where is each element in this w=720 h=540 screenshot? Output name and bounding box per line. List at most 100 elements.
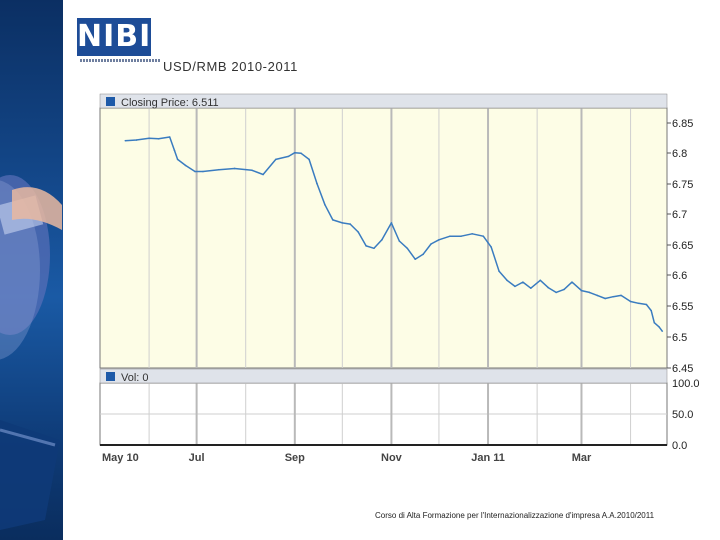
closing-price-point: [135, 139, 138, 141]
price-y-tick-label: 6.75: [672, 179, 693, 191]
closing-price-point: [555, 291, 557, 294]
volume-legend-swatch: [106, 372, 115, 381]
closing-price-point: [596, 294, 599, 297]
closing-price-point: [620, 294, 622, 297]
closing-price-point: [287, 155, 290, 158]
closing-price-point: [275, 158, 277, 161]
volume-y-tick-label: 0.0: [672, 440, 687, 452]
closing-price-point: [184, 164, 187, 167]
closing-price-point: [157, 138, 160, 140]
closing-price-point: [471, 232, 473, 235]
x-tick-label: Sep: [285, 452, 305, 464]
closing-price-point: [529, 287, 532, 289]
volume-grid: [100, 383, 667, 445]
closing-price-point: [414, 258, 416, 260]
closing-price-point: [482, 235, 485, 237]
closing-price-point: [332, 219, 334, 221]
closing-price-point: [357, 231, 359, 233]
side-decoration: [0, 0, 63, 540]
closing-price-point: [202, 170, 204, 173]
logo-text: NIBI: [77, 19, 152, 54]
closing-price-point: [430, 243, 432, 245]
closing-price-point: [294, 151, 296, 154]
x-tick-label: May 10: [102, 452, 139, 464]
closing-price-point: [124, 139, 127, 142]
volume-y-tick-label: 50.0: [672, 409, 693, 421]
price-y-tick-label: 6.6: [672, 270, 687, 282]
price-y-tick-label: 6.55: [672, 301, 693, 313]
closing-price-point: [661, 330, 664, 332]
closing-price-point: [390, 222, 393, 224]
footer-text: Corso di Alta Formazione per l'Internazi…: [375, 511, 655, 520]
closing-price-point: [449, 235, 451, 237]
closing-price-point: [373, 247, 375, 250]
closing-price-point: [176, 158, 179, 161]
closing-price-point: [251, 169, 253, 172]
closing-price-point: [406, 247, 409, 250]
closing-price-point: [539, 279, 542, 282]
closing-price-point: [460, 235, 462, 237]
closing-price-point: [217, 168, 220, 171]
closing-price-point: [300, 152, 302, 155]
price-y-ticks: 6.85 6.8 6.75 6.7 6.65 6.6 6.55 6.5 6.45: [667, 118, 693, 375]
closing-price-point: [349, 223, 352, 225]
volume-legend-text: Vol: 0: [121, 372, 149, 384]
x-tick-label: Jan 11: [471, 452, 505, 464]
price-grid: [148, 108, 632, 368]
price-y-tick-label: 6.65: [672, 240, 693, 252]
closing-price-point: [547, 286, 550, 289]
closing-price-point: [308, 158, 310, 161]
price-legend-text: Closing Price: 6.511: [121, 97, 219, 109]
closing-price-point: [365, 245, 367, 247]
closing-price-point: [324, 203, 326, 206]
page-title: USD/RMB 2010-2011: [163, 59, 298, 74]
closing-price-point: [645, 303, 648, 306]
price-y-tick-label: 6.8: [672, 148, 687, 160]
closing-price-point: [637, 302, 640, 305]
x-tick-label: Mar: [572, 452, 592, 464]
closing-price-point: [658, 326, 660, 328]
closing-price-point: [194, 170, 196, 173]
volume-y-ticks: 100.0 50.0 0.0: [672, 378, 700, 452]
closing-price-point: [588, 291, 591, 294]
closing-price-point: [233, 167, 236, 170]
closing-price-point: [571, 281, 573, 283]
closing-price-point: [490, 246, 492, 248]
price-y-tick-label: 6.5: [672, 332, 687, 344]
closing-price-point: [381, 239, 383, 241]
closing-price-point: [650, 309, 652, 312]
closing-price-point: [506, 279, 508, 282]
closing-price-point: [653, 321, 656, 324]
x-tick-label: Jul: [189, 452, 205, 464]
nibi-logo: NIBI: [77, 18, 151, 56]
closing-price-point: [422, 253, 424, 256]
x-tick-label: Nov: [381, 452, 403, 464]
volume-y-tick-label: 100.0: [672, 378, 700, 390]
price-y-tick-label: 6.85: [672, 118, 693, 130]
closing-price-point: [629, 300, 632, 303]
closing-price-point: [398, 240, 401, 242]
logo-tagline: [80, 59, 160, 62]
closing-price-point: [563, 288, 565, 291]
closing-price-point: [341, 222, 344, 224]
closing-price-point: [173, 149, 176, 152]
closing-price-point: [498, 270, 500, 273]
closing-price-point: [316, 182, 318, 185]
closing-price-point: [604, 297, 607, 300]
side-decoration-art: [0, 175, 62, 530]
closing-price-point: [148, 137, 150, 140]
x-axis-ticks: May 10 Jul Sep Nov Jan 11 Mar: [102, 452, 592, 464]
price-y-tick-label: 6.45: [672, 363, 693, 375]
closing-price-point: [168, 136, 171, 138]
price-y-tick-label: 6.7: [672, 209, 687, 221]
closing-price-point: [612, 295, 614, 298]
closing-price-point: [580, 289, 583, 292]
closing-price-points: [124, 136, 664, 332]
price-legend-swatch: [106, 97, 115, 106]
volume-legend-bar: [99, 368, 668, 384]
closing-price-point: [438, 239, 440, 241]
closing-price-point: [514, 285, 516, 288]
closing-price-point: [262, 173, 264, 176]
price-legend-bar: [99, 93, 668, 109]
